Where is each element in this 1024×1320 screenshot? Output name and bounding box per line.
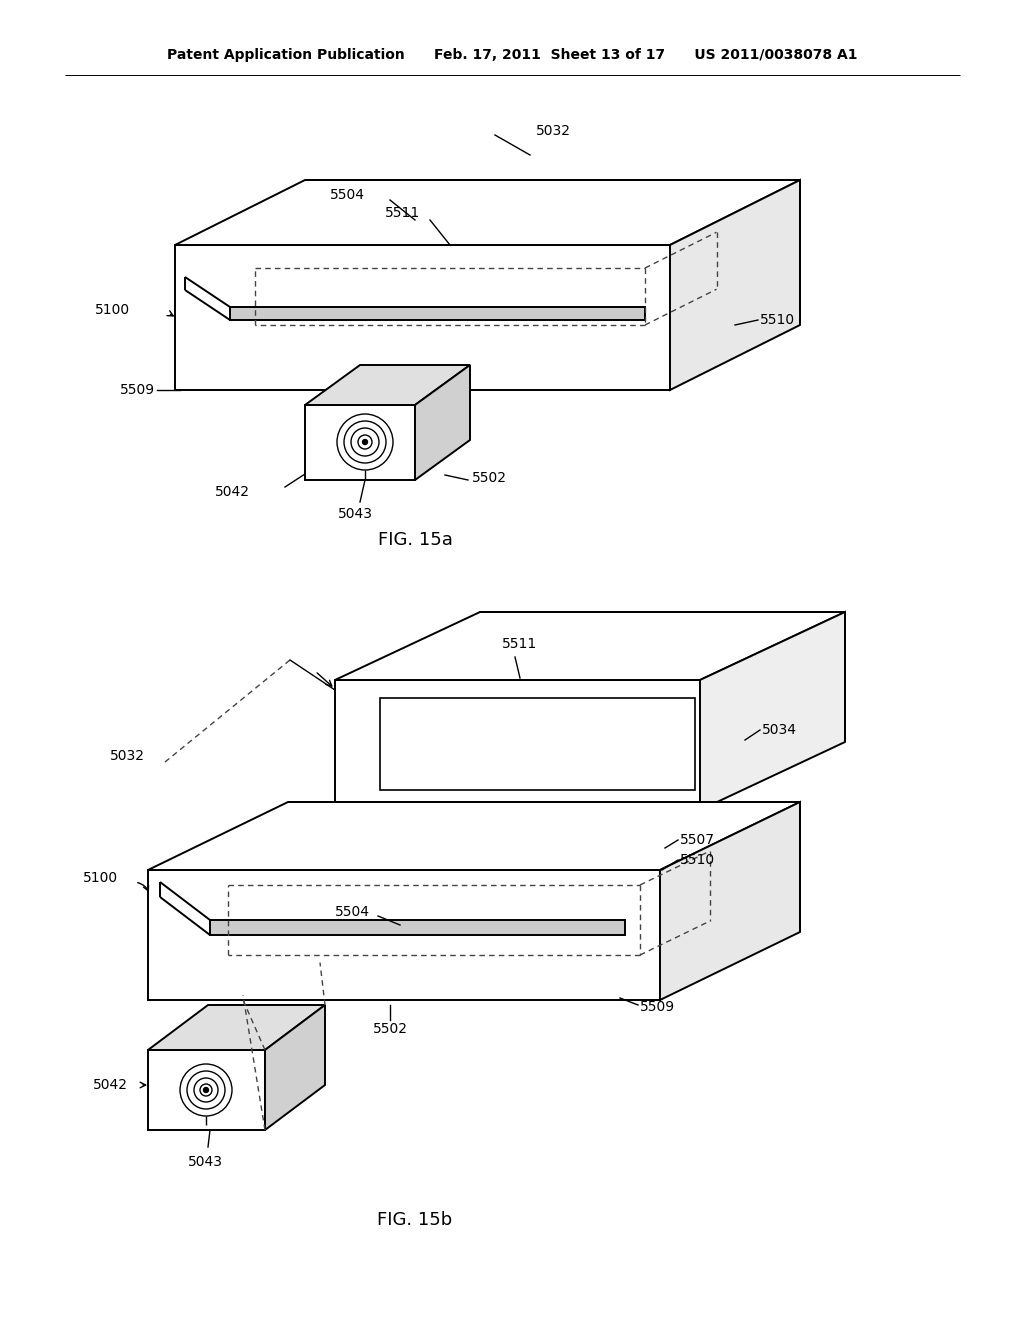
Text: 5042: 5042 <box>215 484 250 499</box>
Polygon shape <box>148 1049 265 1130</box>
Text: 5504: 5504 <box>330 187 365 202</box>
Text: 5510: 5510 <box>760 313 795 327</box>
Circle shape <box>204 1088 209 1093</box>
Polygon shape <box>335 612 845 680</box>
Polygon shape <box>335 680 700 810</box>
Polygon shape <box>380 698 695 789</box>
Polygon shape <box>305 366 470 405</box>
Text: 5510: 5510 <box>680 853 715 867</box>
Polygon shape <box>148 1005 325 1049</box>
Text: 5502: 5502 <box>472 471 507 484</box>
Text: 5032: 5032 <box>536 124 571 139</box>
Text: 5509: 5509 <box>120 383 155 397</box>
Polygon shape <box>148 803 800 870</box>
Polygon shape <box>210 920 625 935</box>
Text: 5100: 5100 <box>83 871 118 884</box>
Polygon shape <box>415 366 470 480</box>
Text: 5509: 5509 <box>640 1001 675 1014</box>
Circle shape <box>362 440 368 445</box>
Text: 5032: 5032 <box>110 748 145 763</box>
Polygon shape <box>265 1005 325 1130</box>
Text: 5507: 5507 <box>680 833 715 847</box>
Text: 5511: 5511 <box>503 638 538 651</box>
Text: 5504: 5504 <box>335 906 370 919</box>
Polygon shape <box>305 405 415 480</box>
Polygon shape <box>660 803 800 1001</box>
Polygon shape <box>700 612 845 810</box>
Polygon shape <box>175 246 670 389</box>
Polygon shape <box>230 308 645 319</box>
Text: 5511: 5511 <box>385 206 420 220</box>
Text: 5100: 5100 <box>95 304 130 317</box>
Text: FIG. 15b: FIG. 15b <box>378 1210 453 1229</box>
Text: 5502: 5502 <box>373 1022 408 1036</box>
Polygon shape <box>670 180 800 389</box>
Polygon shape <box>148 870 660 1001</box>
Polygon shape <box>175 180 800 246</box>
Text: 5034: 5034 <box>762 723 797 737</box>
Text: Patent Application Publication      Feb. 17, 2011  Sheet 13 of 17      US 2011/0: Patent Application Publication Feb. 17, … <box>167 48 857 62</box>
Text: FIG. 15a: FIG. 15a <box>378 531 453 549</box>
Text: 5043: 5043 <box>338 507 373 521</box>
Text: 5042: 5042 <box>93 1078 128 1092</box>
Text: 5043: 5043 <box>187 1155 222 1170</box>
